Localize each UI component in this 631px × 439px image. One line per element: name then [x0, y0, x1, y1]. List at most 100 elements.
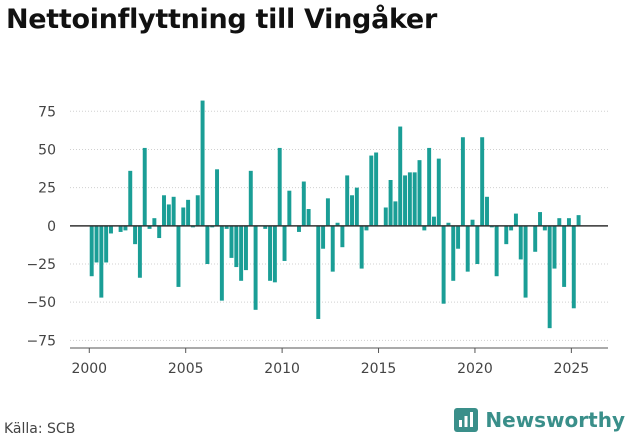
bar	[350, 195, 354, 226]
bar	[354, 187, 359, 226]
bar	[446, 222, 451, 226]
bar	[345, 175, 350, 226]
bar	[253, 225, 258, 310]
bar	[340, 225, 345, 248]
bar	[268, 225, 273, 281]
y-tick-label: −75	[26, 333, 56, 349]
bar	[547, 225, 552, 329]
bar	[239, 225, 244, 281]
bar	[224, 225, 229, 229]
bar	[359, 225, 364, 269]
bar	[485, 196, 489, 226]
bar	[133, 225, 138, 245]
bar	[456, 225, 461, 249]
y-tick-label: 50	[38, 142, 56, 158]
bar	[562, 225, 567, 287]
bar	[422, 225, 427, 231]
bar	[330, 225, 335, 272]
bar	[460, 137, 465, 226]
bar	[417, 160, 422, 226]
bar	[263, 225, 268, 229]
bar	[297, 225, 301, 232]
bar	[142, 147, 147, 226]
brand-logo: Newsworthy	[453, 407, 625, 433]
y-tick-label: 75	[38, 104, 56, 120]
bar	[272, 225, 277, 283]
bar	[369, 155, 374, 226]
x-tick-label: 2015	[361, 361, 397, 377]
bar	[137, 225, 142, 278]
bar	[407, 172, 412, 226]
bar	[436, 158, 441, 226]
bar	[523, 225, 528, 298]
bar	[557, 218, 562, 226]
bar	[374, 152, 379, 226]
bar	[162, 195, 166, 226]
bar	[383, 207, 388, 226]
bar	[480, 137, 485, 226]
bar	[243, 225, 248, 271]
chart-title: Nettoinflyttning till Vingåker	[6, 4, 437, 35]
bar	[157, 225, 162, 239]
x-tick-label: 2020	[457, 361, 493, 377]
bar	[494, 225, 499, 277]
bar	[576, 215, 581, 226]
bar	[104, 225, 109, 263]
bar	[234, 225, 239, 268]
bar	[94, 225, 99, 263]
bar	[282, 225, 287, 261]
bar	[427, 147, 432, 226]
bar	[99, 225, 104, 298]
bar	[287, 190, 292, 226]
bar	[219, 225, 224, 301]
bar	[248, 170, 253, 226]
bar	[504, 225, 509, 245]
x-tick-label: 2000	[71, 361, 107, 377]
brand-name: Newsworthy	[485, 408, 625, 432]
bar	[465, 225, 470, 272]
bar	[277, 147, 282, 226]
bar	[123, 225, 128, 231]
x-tick-label: 2005	[168, 361, 204, 377]
bar	[398, 126, 403, 226]
bar	[166, 204, 171, 226]
bar	[513, 213, 518, 226]
bar	[301, 181, 306, 226]
bar	[316, 225, 321, 319]
bar	[441, 225, 446, 304]
bar	[412, 172, 417, 226]
bar	[552, 225, 557, 269]
bar	[335, 222, 340, 226]
bar	[566, 218, 571, 226]
y-tick-label: −25	[26, 257, 56, 273]
bar	[190, 225, 195, 228]
bar	[451, 225, 456, 281]
newsworthy-logo-icon	[454, 408, 479, 432]
bar	[325, 198, 330, 226]
bar	[147, 225, 152, 229]
bar	[171, 196, 176, 226]
bar	[186, 199, 191, 226]
bar	[489, 225, 494, 228]
bar	[509, 225, 514, 231]
bar	[403, 175, 408, 226]
bar	[205, 225, 210, 264]
bar	[364, 225, 369, 231]
bar	[109, 225, 113, 234]
bar	[152, 218, 157, 226]
bar	[321, 225, 326, 249]
bar	[475, 225, 480, 264]
bar	[388, 180, 393, 226]
bar	[181, 207, 186, 226]
bar	[393, 201, 398, 226]
bar	[542, 225, 547, 231]
bar	[306, 209, 311, 226]
bar	[210, 225, 215, 228]
bar	[470, 219, 475, 226]
bar	[229, 225, 234, 258]
bar	[571, 225, 576, 309]
bar	[89, 225, 94, 277]
bar	[176, 225, 181, 287]
bar	[118, 225, 123, 232]
